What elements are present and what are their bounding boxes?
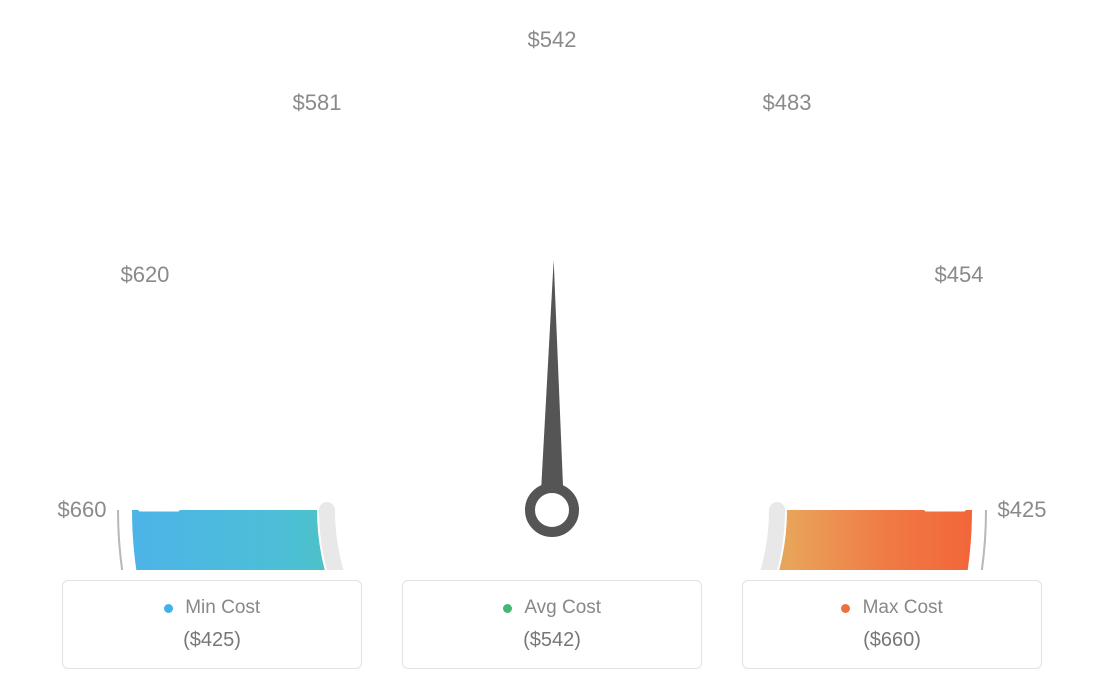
legend-label-min: Min Cost — [185, 597, 260, 619]
legend-label-max: Max Cost — [863, 597, 943, 619]
legend-dot-min — [164, 604, 173, 613]
legend-label-avg: Avg Cost — [524, 597, 601, 619]
gauge-tick-label: $660 — [58, 497, 107, 523]
legend-value-avg: ($542) — [423, 629, 681, 652]
gauge-tick-label: $581 — [293, 90, 342, 116]
legend-value-max: ($660) — [763, 629, 1021, 652]
gauge-svg — [52, 10, 1052, 570]
legend-dot-max — [841, 604, 850, 613]
gauge-tick-label: $483 — [763, 90, 812, 116]
legend-row: Min Cost ($425) Avg Cost ($542) Max Cost… — [62, 580, 1042, 669]
legend-max: Max Cost ($660) — [742, 580, 1042, 669]
gauge-tick-label: $454 — [935, 262, 984, 288]
legend-dot-avg — [503, 604, 512, 613]
legend-min: Min Cost ($425) — [62, 580, 362, 669]
gauge-tick-label: $542 — [528, 27, 577, 53]
gauge-tick-label: $425 — [998, 497, 1047, 523]
gauge-tick-label: $620 — [120, 262, 169, 288]
legend-avg: Avg Cost ($542) — [402, 580, 702, 669]
legend-value-min: ($425) — [83, 629, 341, 652]
cost-gauge: $425 $454 $483 $542 $581 $620 $660 — [52, 10, 1052, 570]
